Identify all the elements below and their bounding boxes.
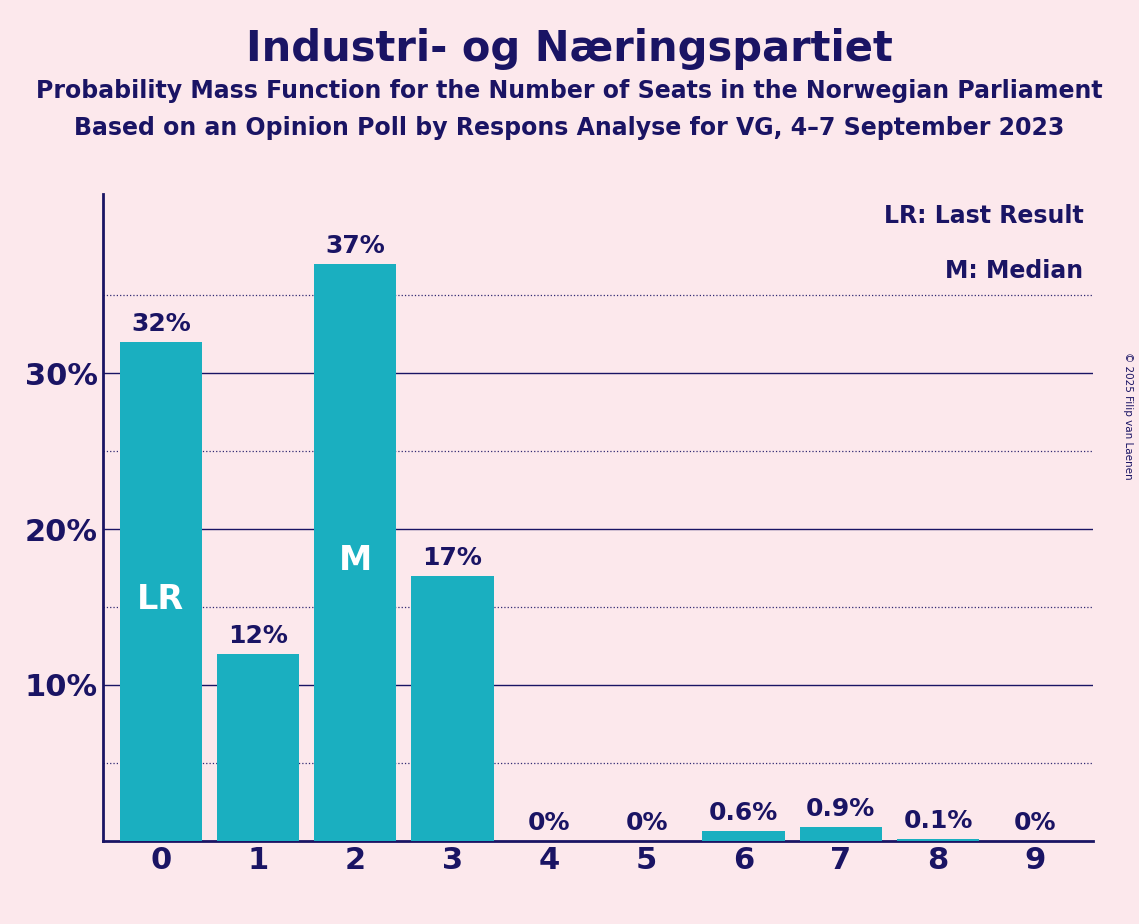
- Bar: [120, 342, 202, 841]
- Text: © 2025 Filip van Laenen: © 2025 Filip van Laenen: [1123, 352, 1133, 480]
- Text: 0.1%: 0.1%: [903, 809, 973, 833]
- Text: 37%: 37%: [326, 234, 385, 258]
- Bar: [800, 827, 882, 841]
- Text: 0%: 0%: [625, 810, 667, 834]
- Text: M: Median: M: Median: [945, 259, 1083, 283]
- Text: 0%: 0%: [1014, 810, 1056, 834]
- Text: 32%: 32%: [131, 312, 190, 335]
- Text: 17%: 17%: [423, 546, 482, 570]
- Text: Industri- og Næringspartiet: Industri- og Næringspartiet: [246, 28, 893, 69]
- Text: M: M: [338, 544, 371, 577]
- Text: 0.6%: 0.6%: [710, 801, 778, 825]
- Text: 0.9%: 0.9%: [806, 796, 876, 821]
- Bar: [896, 839, 980, 841]
- Text: 0%: 0%: [528, 810, 571, 834]
- Bar: [314, 264, 396, 841]
- Text: Probability Mass Function for the Number of Seats in the Norwegian Parliament: Probability Mass Function for the Number…: [36, 79, 1103, 103]
- Bar: [411, 576, 493, 841]
- Bar: [703, 832, 785, 841]
- Text: 12%: 12%: [228, 624, 288, 648]
- Text: LR: LR: [137, 583, 185, 615]
- Text: LR: Last Result: LR: Last Result: [884, 203, 1083, 227]
- Bar: [216, 654, 300, 841]
- Text: Based on an Opinion Poll by Respons Analyse for VG, 4–7 September 2023: Based on an Opinion Poll by Respons Anal…: [74, 116, 1065, 140]
